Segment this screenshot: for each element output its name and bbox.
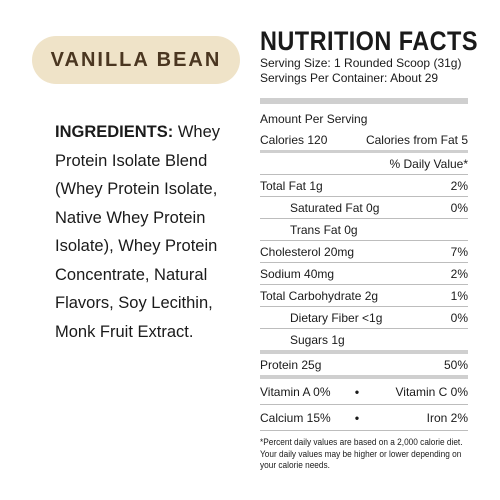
trans-fat-row: Trans Fat 0g bbox=[260, 219, 468, 241]
amount-per-serving-row: Amount Per Serving bbox=[260, 108, 468, 129]
nutrient-label: Total Fat 1g bbox=[260, 178, 323, 193]
vitamin-row: Vitamin A 0% • Vitamin C 0% bbox=[260, 379, 468, 405]
vitamin-right: Vitamin C 0% bbox=[395, 384, 468, 399]
nutrient-dv: 0% bbox=[450, 200, 468, 215]
vitamin-left: Vitamin A 0% bbox=[260, 384, 331, 399]
ingredients-block: INGREDIENTS: Whey Protein Isolate Blend … bbox=[55, 118, 225, 346]
protein-row: Protein 25g 50% bbox=[260, 354, 468, 379]
total-fat-row: Total Fat 1g 2% bbox=[260, 175, 468, 197]
nutrient-label: Sugars 1g bbox=[290, 332, 345, 347]
daily-value-header: % Daily Value* bbox=[389, 156, 468, 171]
servings-per-container: Servings Per Container: About 29 bbox=[260, 71, 439, 85]
mineral-left: Calcium 15% bbox=[260, 410, 331, 425]
ingredients-text: Whey Protein Isolate Blend (Whey Protein… bbox=[55, 123, 221, 341]
sodium-row: Sodium 40mg 2% bbox=[260, 263, 468, 285]
nutrient-label: Protein 25g bbox=[260, 357, 322, 372]
nutrient-label: Sodium 40mg bbox=[260, 266, 335, 281]
calories-row: Calories 120 Calories from Fat 5 bbox=[260, 129, 468, 153]
bullet-separator: • bbox=[354, 384, 360, 399]
daily-value-header-row: % Daily Value* bbox=[260, 153, 468, 175]
thick-divider bbox=[260, 98, 468, 104]
ingredients-label: INGREDIENTS: bbox=[55, 123, 174, 141]
nutrition-facts-title: NUTRITION FACTS bbox=[260, 26, 478, 56]
nutrient-label: Cholesterol 20mg bbox=[260, 244, 355, 259]
cholesterol-row: Cholesterol 20mg 7% bbox=[260, 241, 468, 263]
nutrient-dv: 0% bbox=[450, 310, 468, 325]
nutrient-dv: 1% bbox=[450, 288, 468, 303]
bullet-separator: • bbox=[354, 410, 360, 425]
amount-per-serving: Amount Per Serving bbox=[260, 111, 368, 126]
total-carbohydrate-row: Total Carbohydrate 2g 1% bbox=[260, 285, 468, 307]
nutrient-label: Total Carbohydrate 2g bbox=[260, 288, 379, 303]
nutrient-dv: 7% bbox=[450, 244, 468, 259]
nutrient-label: Trans Fat 0g bbox=[290, 222, 358, 237]
calories-from-fat: Calories from Fat 5 bbox=[365, 132, 468, 147]
nutrient-dv: 50% bbox=[443, 357, 468, 372]
mineral-right: Iron 2% bbox=[426, 410, 468, 425]
sugars-row: Sugars 1g bbox=[260, 329, 468, 354]
nutrient-label: Saturated Fat 0g bbox=[290, 200, 380, 215]
calories: Calories 120 bbox=[260, 132, 328, 147]
flavor-badge: VANILLA BEAN bbox=[32, 36, 240, 84]
serving-size: Serving Size: 1 Rounded Scoop (31g) bbox=[260, 56, 462, 70]
nutrient-label: Dietary Fiber <1g bbox=[290, 310, 383, 325]
nutrient-dv: 2% bbox=[450, 178, 468, 193]
dietary-fiber-row: Dietary Fiber <1g 0% bbox=[260, 307, 468, 329]
saturated-fat-row: Saturated Fat 0g 0% bbox=[260, 197, 468, 219]
nutrient-dv: 2% bbox=[450, 266, 468, 281]
mineral-row: Calcium 15% • Iron 2% bbox=[260, 405, 468, 431]
daily-value-footnote: *Percent daily values are based on a 2,0… bbox=[260, 437, 463, 470]
flavor-name: VANILLA BEAN bbox=[50, 48, 222, 71]
nutrition-facts-panel: NUTRITION FACTS Serving Size: 1 Rounded … bbox=[260, 26, 478, 472]
